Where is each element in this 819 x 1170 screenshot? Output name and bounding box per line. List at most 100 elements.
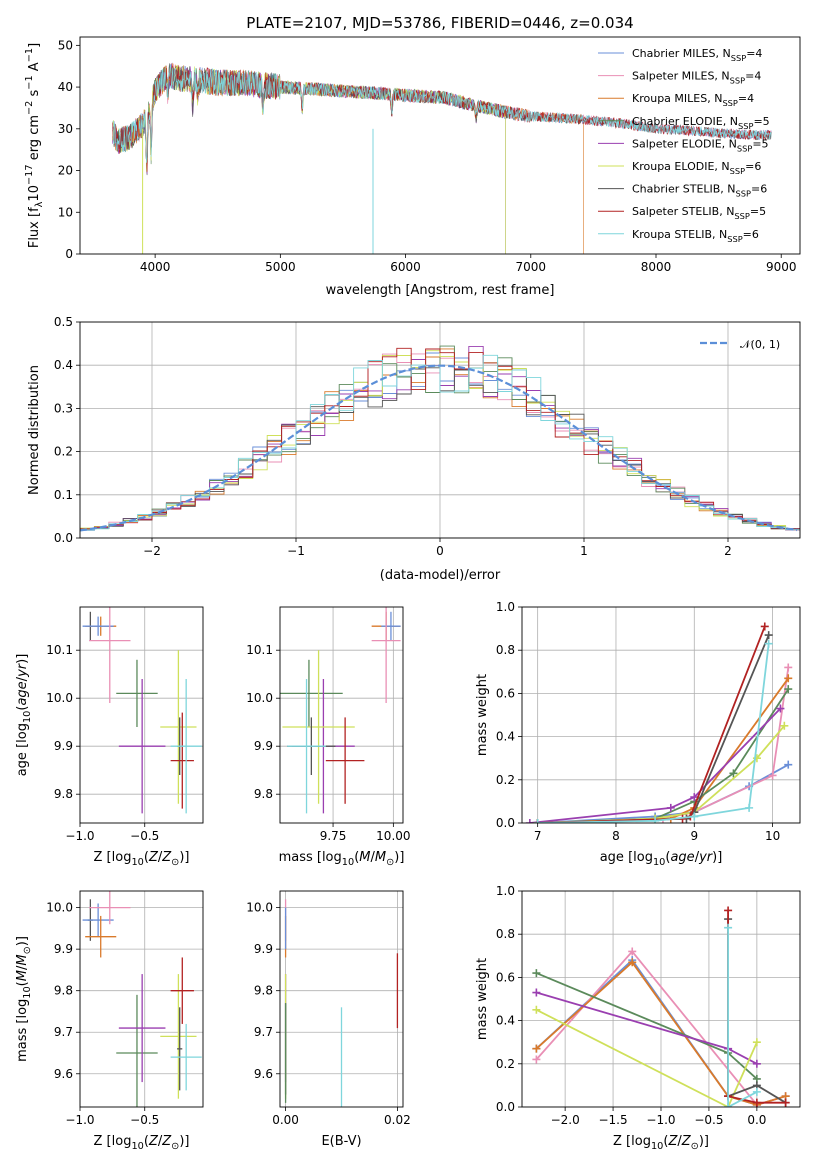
y-tick-label: 9.9 [54, 739, 73, 753]
panel-age-vs-Z: −1.0 −0.59.89.910.010.1Z [log10(Z/Z⊙)]age… [15, 606, 204, 868]
weight-marker [532, 1005, 541, 1014]
label-part: Salpeter STELIB, N [632, 205, 734, 218]
label-part: / [15, 676, 30, 681]
label-part: )] [179, 850, 189, 865]
label-part: M [359, 850, 370, 865]
axes-frame [79, 606, 204, 824]
label-part: Z [161, 1134, 172, 1149]
gaussian-curve [80, 364, 798, 532]
label-part: −2 [24, 101, 35, 115]
y-tick-label: 9.7 [54, 1025, 73, 1039]
y-tick-label: 0.8 [496, 927, 515, 941]
x-tick-label: −1.5 [598, 1113, 627, 1127]
y-tick-label: 10.0 [246, 691, 273, 705]
label-part: λ [34, 201, 45, 207]
x-axis-label: mass [log10(M/M⊙)] [279, 850, 405, 868]
label-part: SSP [727, 234, 742, 244]
label-part: s [27, 89, 42, 100]
weight-marker [768, 771, 777, 780]
axes-frame [279, 890, 404, 1108]
label-part: ( [15, 981, 30, 986]
weight-marker [752, 1038, 761, 1047]
axes-frame [279, 606, 404, 824]
weight-line [535, 1008, 758, 1107]
label-part: M [15, 954, 30, 965]
plot-area [280, 891, 403, 1107]
y-tick-label: 10.1 [246, 643, 273, 657]
label-part: 10 [27, 185, 42, 202]
y-tick-label: 9.8 [54, 787, 73, 801]
error-point [82, 903, 114, 937]
label-part: mass [log [15, 999, 30, 1062]
weight-marker [628, 958, 637, 967]
plot-area [80, 322, 800, 538]
label-part: / [677, 1134, 682, 1149]
label-part: =4 [746, 47, 762, 60]
label-part: Z [log [613, 1134, 651, 1149]
legend-entry: Kroupa ELODIE, NSSP=6 [632, 160, 761, 176]
label-part: SSP [731, 53, 746, 63]
label-part: Z [148, 1134, 159, 1149]
x-tick-label: 10.00 [376, 829, 410, 843]
label-part: 10 [131, 857, 143, 868]
weight-marker [752, 1087, 761, 1096]
weight-marker [729, 769, 738, 778]
label-part: Z [681, 1134, 692, 1149]
y-tick-label: 20 [58, 164, 73, 178]
error-point [85, 915, 117, 958]
label-part: 10 [22, 986, 33, 998]
y-tick-label: 0.6 [496, 686, 515, 700]
label-part: Z [667, 1134, 678, 1149]
x-axis-label: Z [log10(Z/Z⊙)] [94, 850, 190, 868]
y-tick-label: 9.8 [54, 984, 73, 998]
error-point [116, 994, 158, 1107]
y-tick-label: 0.1 [54, 488, 73, 502]
label-part: A [27, 62, 42, 75]
label-part: −17 [24, 164, 35, 185]
y-tick-label: 0 [65, 247, 73, 261]
weight-marker [532, 969, 541, 978]
x-tick-label: 7 [534, 829, 542, 843]
plot-area [80, 891, 203, 1107]
legend-entry: Chabrier STELIB, NSSP=6 [632, 183, 767, 199]
error-point [381, 611, 401, 641]
y-tick-label: 0.4 [496, 730, 515, 744]
y-tick-label: 1.0 [496, 884, 515, 898]
label-part: yr [15, 662, 30, 678]
legend-entry: Chabrier ELODIE, NSSP=5 [632, 115, 770, 131]
legend-entry: Salpeter STELIB, NSSP=5 [632, 205, 766, 221]
label-part: −1 [24, 48, 35, 62]
y-axis-label: mass weight [475, 958, 490, 1040]
y-tick-label: 9.8 [254, 984, 273, 998]
label-part: yr [698, 850, 714, 865]
label-part: age [670, 850, 694, 865]
weight-marker [532, 1055, 541, 1064]
x-tick-label: −0.5 [130, 829, 159, 843]
label-part: =6 [743, 228, 759, 241]
x-tick-label: −1.0 [65, 1113, 94, 1127]
label-part: ( [144, 850, 149, 865]
x-axis-label: Z [log10(Z/Z⊙)] [613, 1134, 709, 1152]
x-tick-label: −1.0 [646, 1113, 675, 1127]
label-part: ⊙ [171, 857, 179, 868]
x-axis-label: Z [log10(Z/Z⊙)] [94, 1134, 190, 1152]
weight-marker [525, 819, 534, 823]
label-part: ( [663, 1134, 668, 1149]
y-tick-label: 40 [58, 80, 73, 94]
error-point [177, 1007, 183, 1091]
label-part: ( [354, 850, 359, 865]
error-point [82, 616, 114, 636]
label-part: 10 [131, 1141, 143, 1152]
label-part: ( [665, 850, 670, 865]
label-part: / [695, 850, 700, 865]
weight-marker [784, 685, 793, 694]
label-part: Z [log [94, 850, 132, 865]
error-point [160, 974, 197, 1099]
y-tick-label: 0.0 [54, 531, 73, 545]
weight-marker [760, 622, 769, 631]
y-axis-label: age [log10(age/yr)] [15, 654, 33, 777]
label-part: )] [15, 654, 30, 664]
weight-marker [784, 760, 793, 769]
legend-entry: Salpeter ELODIE, NSSP=5 [632, 137, 769, 153]
